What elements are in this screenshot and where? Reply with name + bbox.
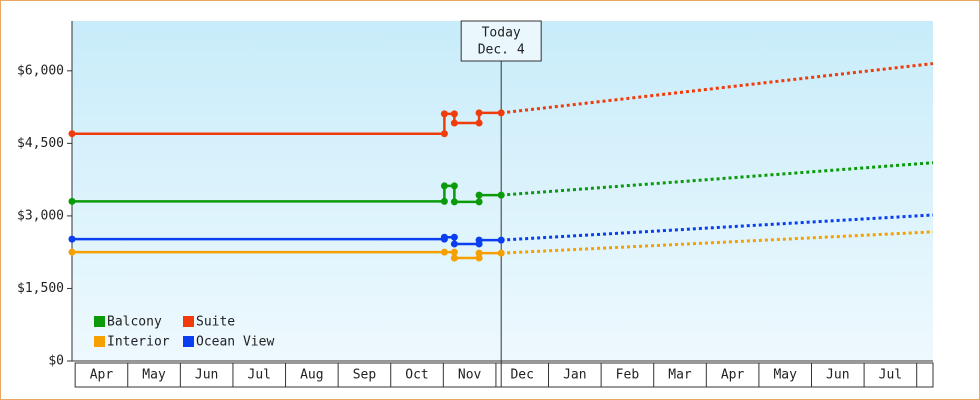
today-label: Today [482,26,521,41]
data-point [68,235,76,243]
data-point [440,130,448,138]
today-box [460,20,542,62]
data-point [475,236,483,244]
data-point [450,182,458,190]
x-tick-label: Nov [458,368,482,383]
data-point [450,198,458,206]
data-point [68,248,76,256]
legend-swatch [183,316,194,327]
y-tick-label: $6,000 [17,63,64,78]
data-point [440,233,448,241]
today-label: Dec. 4 [478,43,525,58]
data-point [450,119,458,127]
data-point [475,191,483,199]
data-point [475,109,483,117]
x-tick-label: Feb [616,368,640,383]
x-tick-band [74,362,934,388]
x-tick-label: Jan [563,368,586,383]
x-tick-label: May [142,368,166,383]
data-point [440,197,448,205]
data-point [440,248,448,256]
data-point [475,249,483,257]
data-point [497,236,505,244]
y-tick-label: $4,500 [17,136,64,151]
data-point [475,119,483,127]
data-point [450,254,458,262]
y-tick-label: $0 [48,354,64,369]
x-tick-label: Jun [195,368,218,383]
forecast-line [501,230,934,255]
plot-area [72,21,933,361]
legend-label: Suite [196,315,235,330]
y-tick-label: $3,000 [17,208,64,223]
legend-label: Ocean View [196,335,274,350]
x-tick-label: Apr [721,368,745,383]
x-tick-label: Dec [510,368,533,383]
forecast-line [501,213,934,242]
x-tick-label: Jun [826,368,849,383]
data-point [497,249,505,257]
data-point [68,197,76,205]
x-tick-label: Oct [405,368,428,383]
y-tick-label: $1,500 [17,281,64,296]
forecast-line [501,161,934,197]
x-tick-label: Jul [879,368,902,383]
x-tick-label: Jul [248,368,271,383]
legend-swatch [183,336,194,347]
legend-label: Interior [107,335,170,350]
x-tick-label: Mar [668,368,692,383]
data-point [68,130,76,138]
data-point [440,110,448,118]
legend-swatch [94,336,105,347]
data-point [497,109,505,117]
data-point [450,110,458,118]
forecast-line [501,62,934,115]
data-point [450,240,458,248]
data-point [440,182,448,190]
data-point [475,254,483,262]
data-point [450,233,458,241]
data-point [475,198,483,206]
legend-swatch [94,316,105,327]
legend-label: Balcony [107,315,162,330]
data-point [497,191,505,199]
x-tick-label: May [773,368,797,383]
x-tick-label: Aug [300,368,323,383]
x-tick-label: Sep [353,368,377,383]
x-tick-label: Apr [90,368,114,383]
data-point [450,248,458,256]
